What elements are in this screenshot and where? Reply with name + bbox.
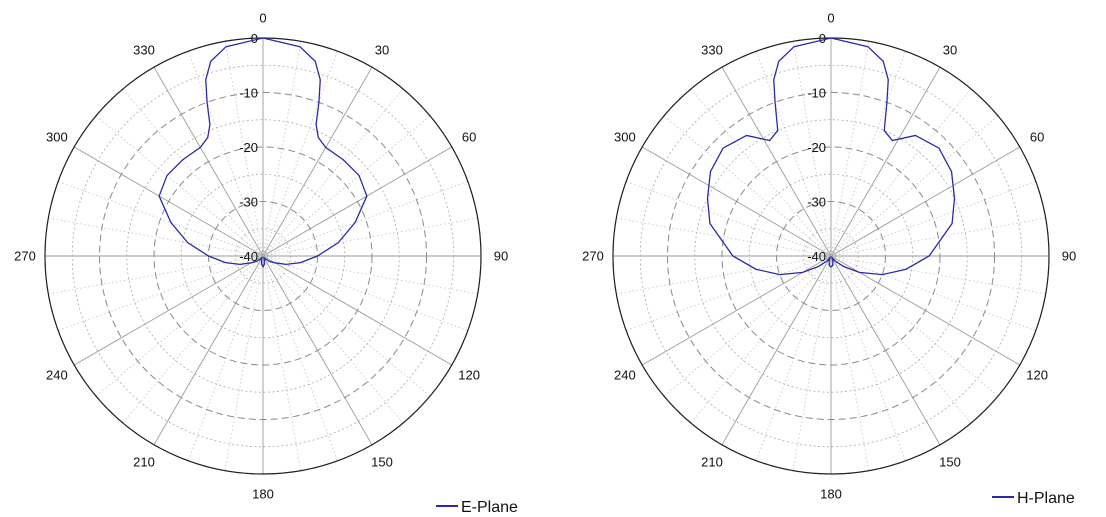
major-angular-gridline xyxy=(830,66,941,257)
minor-angular-gridline xyxy=(830,255,870,471)
angle-tick-label: 30 xyxy=(943,42,957,57)
series-line-h-plane xyxy=(706,37,956,276)
angle-tick-label: 120 xyxy=(1026,368,1048,383)
minor-angular-gridline xyxy=(262,255,431,397)
angle-tick-label: 0 xyxy=(259,11,266,26)
radial-tick-label: -40 xyxy=(239,249,258,264)
angle-tick-label: 180 xyxy=(252,487,274,502)
radial-gridline xyxy=(180,173,346,339)
radial-gridline xyxy=(126,119,400,393)
angle-tick-label: 0 xyxy=(827,11,834,26)
series-line-e-plane xyxy=(158,37,368,269)
minor-angular-gridline xyxy=(792,41,832,257)
major-angular-gridline xyxy=(153,255,264,446)
minor-angular-gridline xyxy=(830,255,999,397)
angle-tick-label: 180 xyxy=(820,487,842,502)
radial-tick-label: 0 xyxy=(819,31,826,46)
legend-label: E-Plane xyxy=(461,499,518,516)
radial-gridline xyxy=(153,146,373,366)
radial-gridline xyxy=(721,146,941,366)
minor-angular-gridline xyxy=(262,181,468,257)
major-angular-gridline xyxy=(721,255,832,446)
angle-tick-label: 270 xyxy=(582,249,604,264)
radial-gridline xyxy=(639,64,1023,448)
minor-angular-gridline xyxy=(626,255,832,331)
angle-tick-label: 30 xyxy=(375,42,389,57)
radial-gridline xyxy=(694,119,968,393)
radial-tick-label: 0 xyxy=(251,31,258,46)
radial-gridline xyxy=(667,92,995,420)
angle-tick-label: 210 xyxy=(133,455,155,470)
radial-tick-label: -10 xyxy=(807,86,826,101)
minor-angular-gridline xyxy=(830,255,1046,295)
angle-tick-label: 90 xyxy=(494,249,508,264)
radial-gridline xyxy=(803,228,859,284)
angle-tick-label: 210 xyxy=(701,455,723,470)
minor-angular-gridline xyxy=(224,41,264,257)
radial-gridline xyxy=(71,64,455,448)
radial-tick-label: -30 xyxy=(807,195,826,210)
angle-tick-label: 150 xyxy=(371,455,393,470)
angle-tick-label: 90 xyxy=(1062,249,1076,264)
radial-gridline xyxy=(776,201,886,311)
h-plane-polar-chart: 0 30 60 90 120 150 180 210 240 270 300 330 0 -10 -20 -3… xyxy=(582,11,1076,508)
radial-tick-label: -40 xyxy=(807,249,826,264)
radial-gridline xyxy=(748,173,914,339)
minor-angular-gridline xyxy=(262,255,302,471)
minor-angular-gridline xyxy=(830,181,1036,257)
radial-tick-label: -20 xyxy=(807,140,826,155)
angle-tick-label: 300 xyxy=(46,130,68,145)
angle-tick-label: 60 xyxy=(1030,130,1044,145)
angle-tick-label: 330 xyxy=(133,42,155,57)
radial-tick-label: -10 xyxy=(239,86,258,101)
angle-tick-label: 330 xyxy=(701,42,723,57)
major-angular-gridline xyxy=(262,66,373,257)
angle-tick-label: 150 xyxy=(939,455,961,470)
angle-tick-label: 240 xyxy=(46,368,68,383)
minor-angular-gridline xyxy=(58,255,264,331)
major-angular-gridline xyxy=(641,255,832,366)
radial-tick-label: -30 xyxy=(239,195,258,210)
angle-tick-label: 120 xyxy=(458,368,480,383)
radial-tick-label: -20 xyxy=(239,140,258,155)
minor-angular-gridline xyxy=(690,88,832,257)
angle-tick-label: 60 xyxy=(462,130,476,145)
radial-gridline xyxy=(235,228,291,284)
minor-angular-gridline xyxy=(48,217,264,257)
major-angular-gridline xyxy=(73,255,264,366)
angle-tick-label: 240 xyxy=(614,368,636,383)
e-plane-polar-chart: 0 30 60 90 120 150 180 210 240 270 300 330 0 -10 -20 -3… xyxy=(14,11,518,517)
angle-tick-label: 270 xyxy=(14,249,36,264)
radial-gridline xyxy=(99,92,427,420)
legend-label: H-Plane xyxy=(1017,490,1075,507)
minor-angular-gridline xyxy=(122,88,264,257)
minor-angular-gridline xyxy=(616,217,832,257)
angle-tick-label: 300 xyxy=(614,130,636,145)
